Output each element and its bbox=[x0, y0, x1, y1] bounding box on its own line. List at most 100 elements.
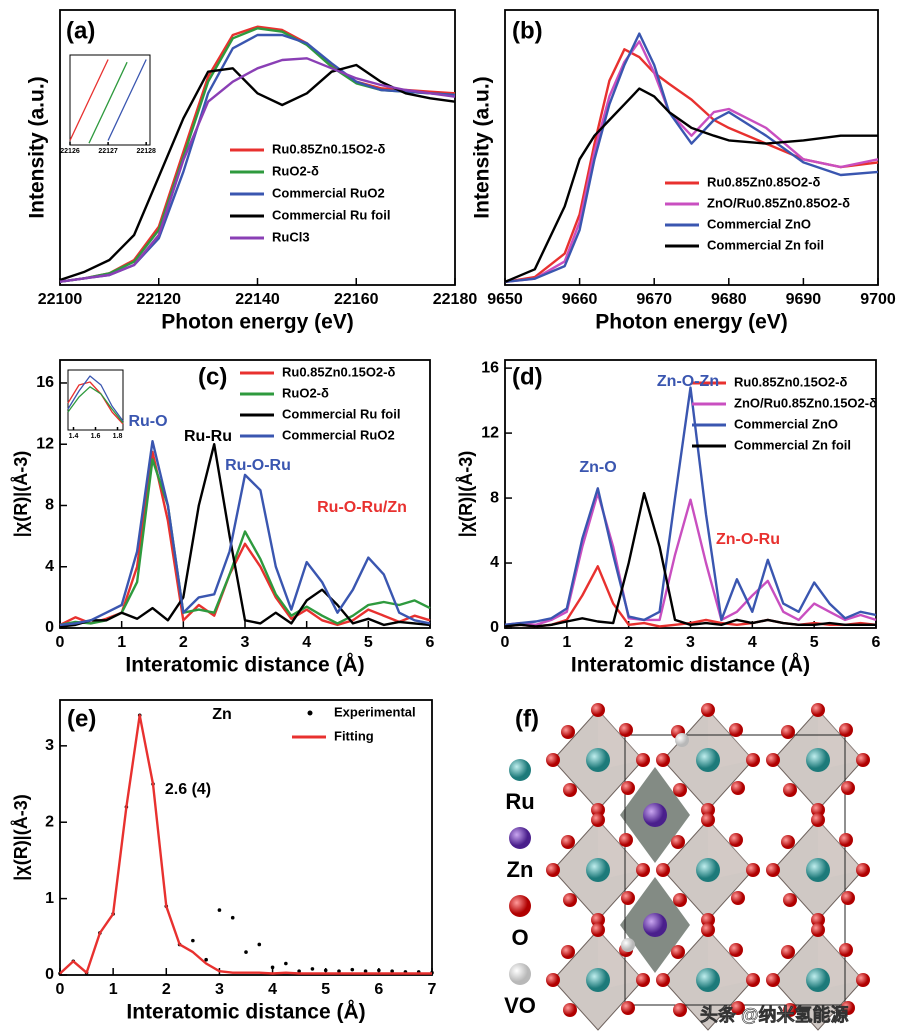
o-atom bbox=[546, 863, 560, 877]
y-tick-label: 1 bbox=[45, 890, 54, 907]
y-tick-label: 16 bbox=[481, 359, 499, 376]
o-atom bbox=[619, 723, 633, 737]
crystal-structure: Ru Zn O VO bbox=[504, 700, 900, 1031]
o-atom bbox=[563, 783, 577, 797]
data-line bbox=[504, 32, 879, 284]
data-line bbox=[504, 565, 877, 628]
o-atom bbox=[811, 703, 825, 717]
o-atom bbox=[781, 945, 795, 959]
o-atom bbox=[561, 945, 575, 959]
o-atom bbox=[841, 1001, 855, 1015]
o-atom bbox=[656, 753, 670, 767]
x-tick-label: 22160 bbox=[334, 291, 379, 308]
y-tick-label: 0 bbox=[45, 619, 54, 636]
o-atom bbox=[591, 813, 605, 827]
legend-label: Ru0.85Zn0.15O2-δ bbox=[734, 374, 847, 389]
x-tick-label: 2 bbox=[162, 981, 171, 998]
legend-label: Commercial RuO2 bbox=[282, 427, 395, 442]
o-atom bbox=[621, 1001, 635, 1015]
y-tick-label: 4 bbox=[45, 558, 54, 575]
plot-frame bbox=[59, 699, 433, 976]
y-axis-label: |χ(R)|(Å-3) bbox=[456, 451, 476, 537]
data-line bbox=[107, 59, 147, 141]
o-atom bbox=[673, 1003, 687, 1017]
panel-label: (c) bbox=[198, 363, 227, 390]
zn-atom bbox=[643, 803, 667, 827]
legend-label: Commercial Ru foil bbox=[282, 406, 400, 421]
y-tick-label: 3 bbox=[45, 737, 54, 754]
panel-label: (d) bbox=[512, 363, 543, 390]
legend-label: Ru0.85Zn0.85O2-δ bbox=[707, 174, 820, 189]
x-tick-label: 5 bbox=[321, 981, 330, 998]
x-tick-label: 6 bbox=[872, 634, 881, 651]
x-tick-label: 9690 bbox=[786, 291, 822, 308]
o-atom bbox=[731, 781, 745, 795]
x-tick-label: 4 bbox=[268, 981, 277, 998]
x-tick-label: 6 bbox=[374, 981, 383, 998]
ru-atom bbox=[586, 968, 610, 992]
vacancy bbox=[675, 733, 689, 747]
y-tick-label: 12 bbox=[481, 424, 499, 441]
x-tick-label: 9650 bbox=[487, 291, 523, 308]
o-atom bbox=[729, 943, 743, 957]
legend-atom bbox=[509, 895, 531, 917]
vacancy bbox=[621, 938, 635, 952]
o-atom bbox=[839, 943, 853, 957]
annotation: Zn bbox=[212, 706, 232, 723]
o-atom bbox=[766, 863, 780, 877]
x-tick-label: 22128 bbox=[136, 148, 156, 155]
o-atom bbox=[839, 833, 853, 847]
data-point bbox=[390, 969, 394, 973]
ru-atom bbox=[806, 968, 830, 992]
o-atom bbox=[856, 973, 870, 987]
legend-label: ZnO/Ru0.85Zn0.85O2-δ bbox=[707, 195, 850, 210]
legend-label: Fitting bbox=[334, 728, 374, 743]
o-atom bbox=[701, 703, 715, 717]
annotation: Zn-O bbox=[579, 459, 616, 476]
data-point bbox=[337, 969, 341, 973]
octahedron-face bbox=[708, 930, 753, 990]
data-line bbox=[504, 386, 877, 626]
ru-atom bbox=[696, 858, 720, 882]
x-tick-label: 22127 bbox=[98, 148, 118, 155]
legend-atom bbox=[509, 827, 531, 849]
x-tick-label: 22140 bbox=[235, 291, 280, 308]
legend-label: RuO2-δ bbox=[282, 385, 329, 400]
ru-atom bbox=[586, 858, 610, 882]
data-line bbox=[67, 381, 124, 425]
ru-atom bbox=[696, 968, 720, 992]
o-atom bbox=[783, 893, 797, 907]
data-point bbox=[257, 942, 262, 947]
data-line bbox=[504, 40, 879, 284]
octahedron-face bbox=[598, 710, 643, 770]
inset: 22126 22127 22128 bbox=[60, 54, 156, 155]
o-atom bbox=[746, 973, 760, 987]
data-line bbox=[59, 443, 431, 628]
legend-label: Commercial Zn foil bbox=[707, 237, 824, 252]
o-atom bbox=[673, 783, 687, 797]
o-atom bbox=[636, 973, 650, 987]
data-line bbox=[504, 492, 876, 628]
zn-atom bbox=[643, 913, 667, 937]
o-atom bbox=[673, 893, 687, 907]
y-tick-label: 16 bbox=[36, 374, 54, 391]
legend-label: ZnO/Ru0.85Zn0.15O2-δ bbox=[734, 395, 877, 410]
o-atom bbox=[841, 781, 855, 795]
chart: 0 1 2 3 4 5 6 7 0 1 2 3 (e) Interatomic distance (Å) |… bbox=[11, 699, 437, 1024]
o-atom bbox=[841, 891, 855, 905]
x-tick-label: 9660 bbox=[562, 291, 598, 308]
x-tick-label: 9700 bbox=[860, 291, 896, 308]
o-atom bbox=[781, 725, 795, 739]
data-point bbox=[350, 967, 355, 972]
panel-label: (f) bbox=[515, 705, 539, 732]
panel-label: (b) bbox=[512, 17, 543, 44]
octahedron-face bbox=[598, 820, 643, 880]
ru-atom bbox=[586, 748, 610, 772]
x-tick-label: 1 bbox=[117, 634, 126, 651]
data-point bbox=[230, 915, 235, 920]
ru-atom bbox=[806, 858, 830, 882]
o-atom bbox=[781, 835, 795, 849]
legend-label: VO bbox=[504, 993, 536, 1018]
x-tick-label: 1.6 bbox=[91, 433, 101, 440]
